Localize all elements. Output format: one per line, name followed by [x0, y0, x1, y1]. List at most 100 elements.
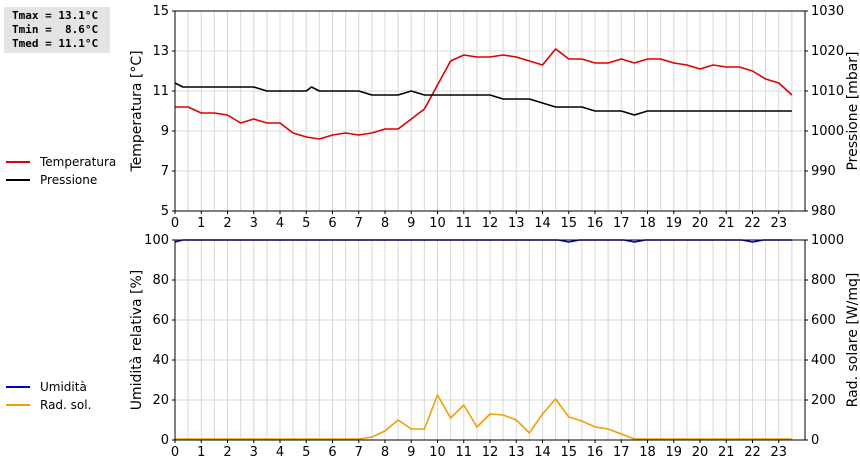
legend-label: Umidità	[40, 380, 87, 394]
x-tick-label: 22	[744, 216, 761, 231]
x-tick-label: 12	[482, 216, 499, 231]
x-tick-label: 2	[223, 445, 231, 460]
x-tick-label: 0	[171, 216, 179, 231]
x-tick-label: 11	[455, 216, 472, 231]
x-tick-label: 8	[381, 216, 389, 231]
legend-label: Temperatura	[40, 155, 117, 169]
x-tick-label: 15	[560, 216, 577, 231]
y-tick-label-left: 11	[152, 84, 169, 99]
series-line-1	[175, 48, 793, 140]
x-tick-label: 18	[639, 445, 656, 460]
y-tick-label-left: 40	[152, 353, 169, 368]
legend-swatch	[6, 386, 30, 388]
legend-item-temperatura: Temperatura	[6, 153, 116, 171]
x-tick-label: 0	[171, 445, 179, 460]
tmed-text: Tmed = 11.1°C	[12, 37, 99, 50]
y-tick-label-right: 1030	[811, 4, 844, 19]
x-tick-label: 3	[250, 216, 258, 231]
tmin-text: Tmin = 8.6°C	[12, 23, 99, 36]
x-tick-label: 17	[613, 216, 630, 231]
y-tick-label-right: 1010	[811, 84, 844, 99]
legend-label: Rad. sol.	[40, 398, 92, 412]
y-tick-label-left: 9	[161, 124, 169, 139]
x-tick-label: 12	[482, 445, 499, 460]
x-tick-label: 9	[407, 216, 415, 231]
y-tick-label-right: 600	[811, 313, 836, 328]
plot-frame	[174, 10, 806, 212]
x-tick-label: 9	[407, 445, 415, 460]
y-axis-label-right: Pressione [mbar]	[845, 51, 860, 170]
y-tick-label-left: 13	[152, 44, 169, 59]
x-tick-label: 23	[770, 445, 787, 460]
x-tick-label: 16	[587, 216, 604, 231]
legend-item-pressione: Pressione	[6, 171, 116, 189]
series-line-2	[175, 394, 792, 440]
x-tick-label: 5	[302, 216, 310, 231]
x-tick-label: 17	[613, 445, 630, 460]
legend-item-rad-sol: Rad. sol.	[6, 396, 91, 414]
y-tick-label-right: 0	[811, 433, 819, 448]
x-tick-label: 23	[770, 216, 787, 231]
y-tick-label-left: 5	[161, 204, 169, 219]
y-tick-label-right: 1000	[811, 124, 844, 139]
x-tick-label: 16	[587, 445, 604, 460]
legend-top: Temperatura Pressione	[6, 153, 116, 189]
y-tick-label-left: 0	[161, 433, 169, 448]
tmax-text: Tmax = 13.1°C	[12, 9, 99, 22]
y-tick-label-right: 800	[811, 273, 836, 288]
x-tick-label: 13	[508, 216, 525, 231]
legend-swatch	[6, 161, 30, 163]
y-axis-label-left: Temperatura [°C]	[129, 50, 145, 172]
x-tick-label: 7	[355, 445, 363, 460]
legend-label: Pressione	[40, 173, 98, 187]
y-tick-label-right: 980	[811, 204, 836, 219]
legend-bottom: Umidità Rad. sol.	[6, 378, 91, 414]
x-tick-label: 21	[718, 216, 735, 231]
x-tick-label: 3	[250, 445, 258, 460]
series-line-2	[174, 82, 792, 116]
x-tick-label: 10	[429, 445, 446, 460]
legend-swatch	[6, 179, 30, 181]
x-tick-label: 4	[276, 216, 284, 231]
x-tick-label: 10	[429, 216, 446, 231]
y-tick-label-right: 1000	[811, 233, 844, 248]
x-tick-label: 2	[223, 216, 231, 231]
stats-box: Tmax = 13.1°C Tmin = 8.6°C Tmed = 11.1°C	[4, 7, 110, 53]
x-tick-label: 22	[744, 445, 761, 460]
y-tick-label-left: 100	[144, 233, 169, 248]
y-tick-label-right: 200	[811, 393, 836, 408]
plot-frame	[174, 239, 806, 441]
x-tick-label: 20	[692, 216, 709, 231]
x-tick-label: 13	[508, 445, 525, 460]
x-tick-label: 11	[455, 445, 472, 460]
legend-swatch	[6, 404, 30, 406]
y-axis-label-right: Rad. solare [W/mq]	[845, 273, 860, 408]
x-tick-label: 5	[302, 445, 310, 460]
x-tick-label: 7	[355, 216, 363, 231]
legend-item-umidita: Umidità	[6, 378, 91, 396]
y-tick-label-left: 80	[152, 273, 169, 288]
x-tick-label: 1	[197, 216, 205, 231]
y-tick-label-right: 400	[811, 353, 836, 368]
x-tick-label: 14	[534, 445, 551, 460]
x-tick-label: 19	[665, 216, 682, 231]
y-tick-label-left: 7	[161, 164, 169, 179]
x-tick-label: 4	[276, 445, 284, 460]
x-tick-label: 6	[328, 445, 336, 460]
x-tick-label: 8	[381, 445, 389, 460]
x-tick-label: 21	[718, 445, 735, 460]
y-tick-label-left: 20	[152, 393, 169, 408]
x-tick-label: 6	[328, 216, 336, 231]
x-tick-label: 18	[639, 216, 656, 231]
x-tick-label: 19	[665, 445, 682, 460]
x-tick-label: 20	[692, 445, 709, 460]
y-tick-label-right: 1020	[811, 44, 844, 59]
x-tick-label: 1	[197, 445, 205, 460]
y-axis-label-left: Umidità relativa [%]	[129, 270, 145, 411]
y-tick-label-right: 990	[811, 164, 836, 179]
x-tick-label: 14	[534, 216, 551, 231]
y-tick-label-left: 60	[152, 313, 169, 328]
